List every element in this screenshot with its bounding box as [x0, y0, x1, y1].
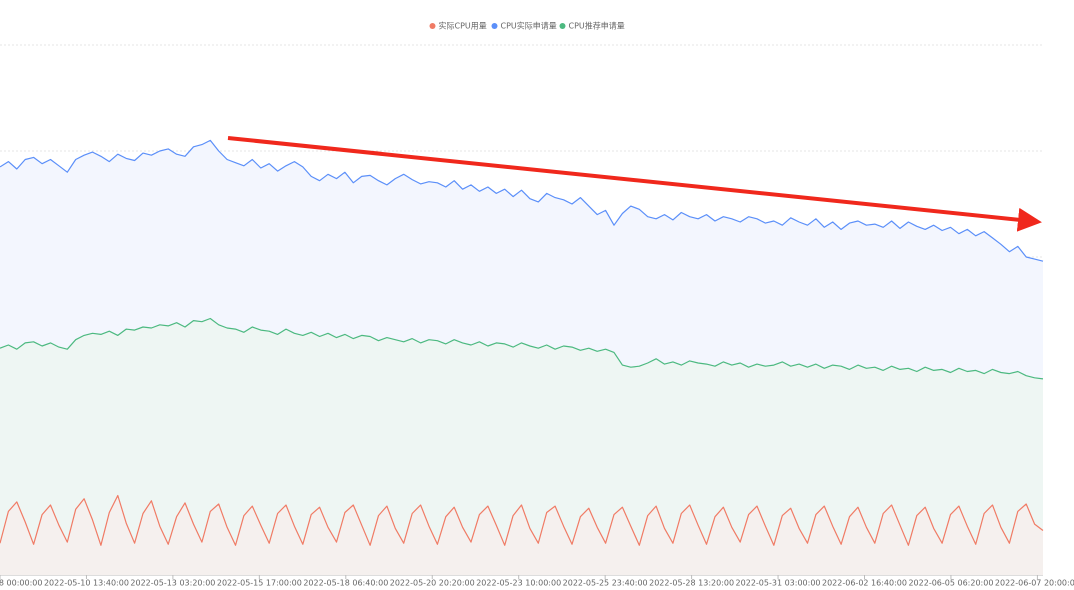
- x-tick-label: 2022-05-10 13:40:00: [44, 579, 129, 588]
- x-tick-label: 2022-05-23 10:00:00: [476, 579, 561, 588]
- x-tick-label: 2022-05-18 06:40:00: [303, 579, 388, 588]
- lines: [0, 139, 1044, 546]
- legend-marker[interactable]: [429, 23, 436, 29]
- x-tick-label: 2022-05-31 03:00:00: [736, 579, 821, 588]
- x-tick-label: 2022-05-13 03:20:00: [130, 579, 215, 588]
- series-line: [0, 139, 1044, 262]
- areas: [0, 140, 1043, 575]
- series-line: [0, 494, 1044, 546]
- legend-label[interactable]: 实际CPU用量: [439, 21, 487, 31]
- x-tick-label: 2022-06-05 06:20:00: [908, 579, 993, 588]
- legend-marker[interactable]: [559, 23, 566, 29]
- x-tick-label: 2022-05-15 17:00:00: [217, 579, 302, 588]
- legend-marker[interactable]: [491, 23, 498, 29]
- legend-label[interactable]: CPU推荐申请量: [569, 21, 625, 31]
- series-area: [0, 318, 1043, 575]
- trend-arrow: [227, 136, 1042, 232]
- x-tick-label: 2022-06-07 20:00:00: [995, 579, 1074, 588]
- series-line: [0, 317, 1044, 380]
- legend-label[interactable]: CPU实际申请量: [501, 21, 557, 31]
- series-area: [0, 495, 1043, 575]
- legend: 实际CPU用量 CPU实际申请量 CPU推荐申请量: [429, 21, 625, 31]
- x-tick-label: 2022-05-28 13:20:00: [649, 579, 734, 588]
- x-tick-label: 2022-05-08 00:00:00: [0, 579, 42, 588]
- x-tick-label: 2022-06-02 16:40:00: [822, 579, 907, 588]
- x-tick-label: 2022-05-20 20:20:00: [390, 579, 475, 588]
- x-tick-label: 2022-05-25 23:40:00: [563, 579, 648, 588]
